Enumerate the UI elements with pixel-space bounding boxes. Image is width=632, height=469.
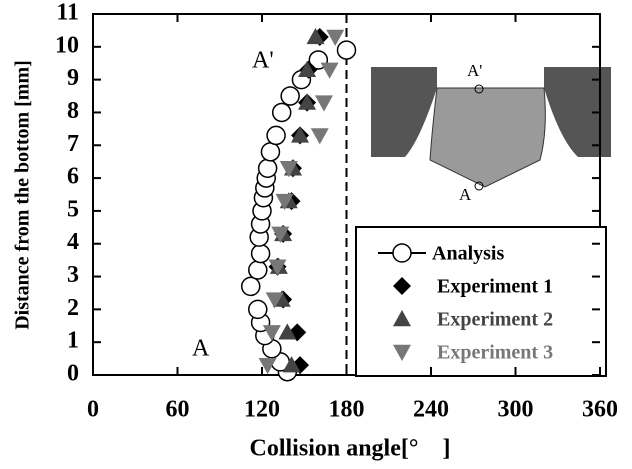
marker [261, 143, 279, 161]
legend-label: Analysis [432, 243, 504, 265]
marker [259, 159, 277, 177]
y-axis-label: Distance from the bottom [mm] [12, 60, 34, 330]
x-tick-label: 180 [329, 397, 365, 423]
legend-label: Experiment 1 [437, 276, 553, 298]
y-tick-label: 8 [67, 98, 79, 124]
annotation: A' [252, 48, 274, 74]
y-tick-label: 6 [67, 164, 79, 190]
marker [252, 245, 270, 263]
y-tick-label: 4 [67, 229, 79, 255]
inset-label: A' [467, 61, 482, 80]
annotation: A [192, 336, 210, 362]
x-tick-label: 120 [244, 397, 280, 423]
y-tick-label: 11 [56, 0, 79, 26]
y-tick-label: 1 [67, 328, 79, 354]
marker [311, 128, 329, 144]
y-tick-label: 3 [67, 262, 79, 288]
inset: A' A [371, 61, 611, 204]
marker [273, 103, 291, 121]
marker [249, 261, 267, 279]
x-tick-label: 300 [498, 397, 534, 423]
x-axis-label: Collision angle[° ] [250, 436, 451, 462]
y-tick-label: 10 [55, 32, 79, 58]
marker [281, 87, 299, 105]
marker [338, 41, 356, 59]
marker [249, 300, 267, 318]
chart: A' A Collision angle[° ] Distance from t… [0, 0, 632, 469]
marker [242, 277, 260, 295]
marker [315, 95, 333, 111]
legend-marker [393, 244, 411, 262]
y-tick-label: 7 [67, 131, 79, 157]
x-tick-label: 0 [87, 397, 99, 423]
y-tick-label: 0 [67, 361, 79, 387]
legend-label: Experiment 2 [437, 309, 553, 331]
inset-label: A [459, 185, 472, 204]
marker [267, 126, 285, 144]
x-tick-label: 240 [413, 397, 449, 423]
x-tick-label: 360 [582, 397, 618, 423]
y-tick-label: 9 [67, 65, 79, 91]
y-tick-label: 5 [67, 196, 79, 222]
marker [321, 63, 339, 79]
legend-label: Experiment 3 [437, 342, 553, 364]
y-tick-label: 2 [67, 295, 79, 321]
x-tick-label: 60 [166, 397, 190, 423]
